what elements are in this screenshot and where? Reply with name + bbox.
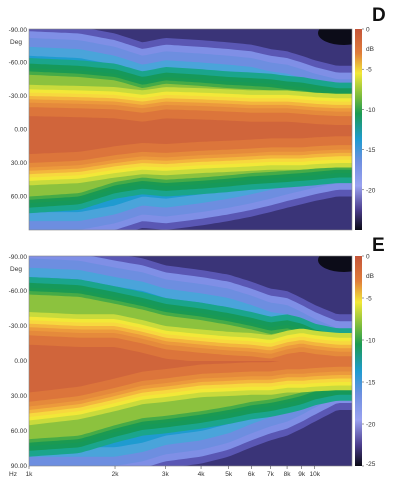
colorbar-tick-label: 0 (366, 254, 370, 261)
x-tick-label: 1k (26, 471, 34, 478)
colorbar-tick-label: -15 (366, 147, 376, 154)
panel-label: E (372, 235, 385, 256)
x-tick-label: 6k (248, 471, 256, 478)
y-tick-label: 0.00 (14, 127, 27, 134)
colorbar-tick-label: -25 (366, 461, 376, 468)
colorbar (355, 29, 362, 230)
heatmap-area (29, 29, 352, 230)
panel-d-chart: -90.00 -60.00 -30.00 0.00 30.00 60.00 Deg 0 -5 -1… (9, 5, 386, 231)
y-tick-label: -60.00 (9, 60, 28, 67)
colorbar-tick-label: -10 (366, 338, 376, 345)
colorbar-tick-label: -15 (366, 380, 376, 387)
colorbar-tick-label: -5 (366, 296, 372, 303)
colorbar-tick-label: -10 (366, 107, 376, 114)
x-tick-label: 7k (267, 471, 275, 478)
colorbar-tick-label: 0 (366, 27, 370, 34)
x-tick-label: 5k (225, 471, 233, 478)
y-axis-label: Deg (10, 266, 22, 273)
x-tick-label: 3k (162, 471, 170, 478)
y-tick-label: -30.00 (9, 93, 28, 100)
colorbar (355, 256, 362, 466)
y-tick-label: -90.00 (9, 254, 28, 261)
y-tick-label: -90.00 (9, 27, 28, 34)
y-tick-label: 0.00 (14, 358, 27, 365)
x-axis-label: Hz (9, 471, 17, 478)
x-tick-label: 2k (112, 471, 120, 478)
colorbar-tick-label: -20 (366, 422, 376, 429)
colorbar-tick-label: -20 (366, 187, 376, 194)
plot-frame (28, 28, 353, 231)
colorbar-unit: dB (366, 46, 374, 53)
contour-band-17 (29, 116, 352, 155)
y-tick-label: 60.00 (11, 428, 28, 435)
y-tick-label: 90.00 (11, 463, 28, 470)
contour-band-17 (29, 344, 352, 393)
x-tick-label: 4k (198, 471, 206, 478)
y-tick-label: 30.00 (11, 393, 28, 400)
plot-frame (28, 255, 353, 467)
low-level-region (318, 29, 352, 45)
heatmap-area (29, 256, 352, 466)
y-tick-label: 60.00 (11, 194, 28, 201)
x-tick-label: 10k (310, 471, 321, 478)
x-tick-label: 8k (284, 471, 292, 478)
colorbar-tick-label: -5 (366, 67, 372, 74)
panel-e-chart: -90.00 -60.00 -30.00 0.00 30.00 60.00 90.00 Deg… (9, 235, 385, 478)
y-tick-label: -60.00 (9, 288, 28, 295)
y-tick-label: -30.00 (9, 323, 28, 330)
y-tick-label: 30.00 (11, 160, 28, 167)
colorbar-unit: dB (366, 273, 374, 280)
x-tick-label: 9k (298, 471, 306, 478)
low-level-region (318, 256, 352, 272)
panel-label: D (372, 5, 386, 26)
y-axis-label: Deg (10, 39, 22, 46)
